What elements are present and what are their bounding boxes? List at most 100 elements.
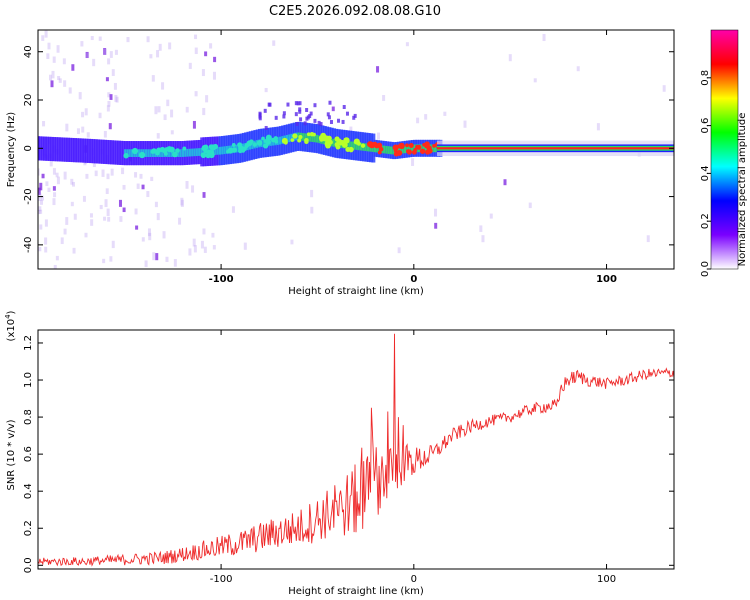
spectrogram-noise bbox=[376, 132, 380, 140]
snr-x-tick-label: 0 bbox=[411, 574, 417, 585]
spectrogram-noise bbox=[38, 168, 40, 176]
spectrogram-core bbox=[408, 144, 413, 153]
spectrogram-band bbox=[89, 138, 94, 164]
spectrogram-noise bbox=[382, 95, 386, 101]
spectrogram-core bbox=[211, 147, 216, 156]
spectrogram-harmonic bbox=[328, 100, 332, 105]
spectrogram-noise bbox=[126, 37, 130, 43]
spectrogram-noise bbox=[141, 237, 145, 242]
spectrogram-harmonic bbox=[258, 114, 262, 119]
spectrogram-peak bbox=[290, 138, 295, 142]
spectrogram-noise bbox=[56, 45, 60, 53]
spectrogram-noise bbox=[151, 75, 155, 82]
spectrogram-noise bbox=[47, 42, 51, 50]
spectrogram-peak bbox=[396, 149, 403, 156]
spectrogram-noise bbox=[141, 184, 145, 190]
spectrogram-harmonic bbox=[298, 107, 302, 112]
spectrogram-core bbox=[387, 146, 392, 154]
spectrogram-band bbox=[73, 138, 78, 163]
spectrogram-noise bbox=[188, 248, 192, 256]
spectrogram-y-tick-label: -20 bbox=[23, 188, 34, 204]
spectrogram-core bbox=[177, 149, 181, 157]
spectrogram-harmonic bbox=[337, 118, 341, 123]
spectrogram-core bbox=[181, 149, 186, 157]
spectrogram-panel: -100 0 100 -40 -20 0 20 40 Height of straight l… bbox=[6, 29, 675, 297]
spectrogram-harmonic bbox=[282, 114, 286, 119]
snr-y-tick-label: 1.0 bbox=[23, 372, 34, 388]
spectrogram-noise bbox=[47, 187, 51, 192]
spectrogram-core bbox=[410, 144, 415, 153]
spectrogram-band bbox=[96, 139, 101, 164]
spectrogram-noise bbox=[146, 36, 150, 43]
spectrogram-core bbox=[313, 134, 318, 143]
spectrogram-peak bbox=[377, 150, 382, 155]
spectrogram-noise bbox=[57, 75, 61, 81]
spectrogram-band bbox=[110, 140, 115, 165]
spectrogram-core bbox=[304, 133, 309, 142]
spectrogram-core bbox=[355, 142, 359, 150]
spectrogram-peak bbox=[292, 133, 298, 139]
spectrogram-harmonic bbox=[294, 112, 298, 117]
spectrogram-band bbox=[84, 138, 89, 163]
spectrogram-peak bbox=[123, 152, 129, 159]
spectrogram-band bbox=[75, 138, 80, 163]
spectrogram-noise bbox=[44, 237, 48, 245]
spectrogram-harmonic bbox=[286, 102, 290, 107]
spectrogram-noise bbox=[81, 126, 85, 133]
spectrogram-core bbox=[399, 146, 403, 154]
spectrogram-noise bbox=[76, 128, 80, 134]
spectrogram-noise bbox=[118, 199, 122, 207]
spectrogram-noise bbox=[107, 216, 111, 222]
spectrogram-band bbox=[114, 140, 119, 165]
spectrogram-core bbox=[200, 148, 205, 156]
spectrogram-noise bbox=[212, 71, 216, 80]
spectrogram-noise bbox=[105, 188, 109, 194]
spectrogram-noise bbox=[201, 69, 205, 77]
spectrogram-core bbox=[161, 149, 165, 157]
spectrogram-peak bbox=[249, 139, 254, 144]
spectrogram-noise bbox=[38, 246, 42, 252]
spectrogram-noise bbox=[98, 112, 102, 119]
spectrogram-core bbox=[188, 148, 193, 157]
colorbar-tick-label: 0.4 bbox=[700, 165, 711, 181]
spectrogram-band bbox=[63, 137, 68, 162]
spectrogram-core bbox=[406, 145, 410, 153]
spectrogram-core bbox=[390, 146, 394, 155]
spectrogram-harmonic bbox=[263, 108, 267, 113]
spectrogram-noise bbox=[533, 78, 537, 83]
spectrogram-noise bbox=[542, 33, 546, 42]
spectrogram-noise bbox=[106, 173, 110, 180]
spectrogram-noise bbox=[158, 43, 162, 51]
spectrogram-noise bbox=[434, 208, 438, 217]
spectrogram-peak bbox=[392, 144, 399, 151]
spectrogram-noise bbox=[109, 256, 113, 262]
spectrogram-noise bbox=[192, 120, 196, 129]
spectrogram-noise bbox=[264, 87, 268, 93]
spectrogram-band bbox=[107, 140, 112, 165]
spectrogram-y-tick-label: 20 bbox=[23, 94, 34, 107]
spectrogram-noise bbox=[243, 242, 247, 250]
spectrogram-noise bbox=[508, 54, 512, 62]
spectrogram-noise bbox=[272, 40, 276, 46]
spectrogram-noise bbox=[200, 240, 204, 249]
spectrogram-core bbox=[269, 138, 274, 146]
spectrogram-core bbox=[147, 149, 151, 157]
spectrogram-noise bbox=[310, 189, 314, 198]
spectrogram-band bbox=[119, 140, 124, 165]
spectrogram-peak bbox=[175, 148, 180, 153]
spectrogram-noise bbox=[134, 172, 138, 178]
spectrogram-noise bbox=[209, 43, 213, 49]
spectrogram-noise bbox=[489, 213, 493, 219]
spectrogram-band bbox=[82, 138, 87, 163]
spectrogram-noise bbox=[168, 42, 172, 50]
spectrogram-noise bbox=[203, 246, 207, 253]
spectrogram-noise bbox=[68, 87, 72, 94]
spectrogram-band bbox=[66, 137, 71, 162]
spectrogram-noise bbox=[154, 106, 158, 115]
spectrogram-peak bbox=[227, 147, 234, 154]
spectrogram-noise bbox=[331, 106, 335, 112]
snr-ticks: -100 0 100 0.0 0.2 0.4 0.6 0.8 1.0 1.2 bbox=[23, 330, 674, 585]
spectrogram-noise bbox=[193, 245, 197, 253]
spectrogram-peak bbox=[131, 147, 139, 155]
spectrogram-band bbox=[93, 139, 98, 164]
